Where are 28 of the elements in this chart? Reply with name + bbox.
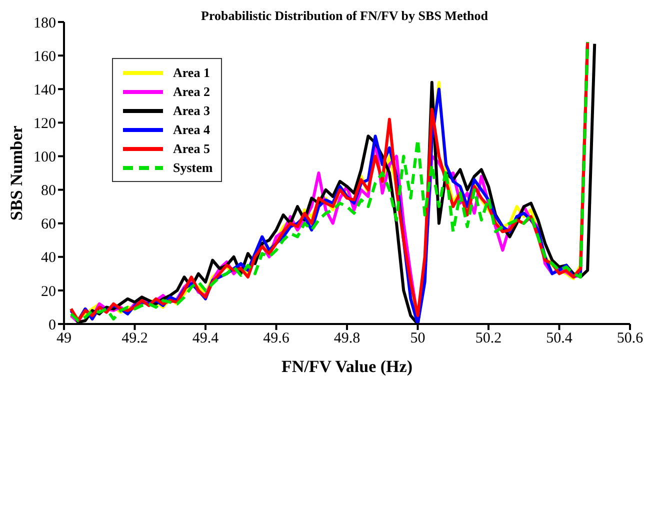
x-tick-label: 49.8: [334, 330, 360, 347]
x-tick-label: 49: [56, 330, 72, 347]
legend-label: Area 1: [173, 64, 210, 80]
legend-label: Area 2: [173, 84, 210, 100]
y-tick-label: 60: [41, 216, 56, 233]
legend-label: Area 5: [173, 140, 210, 156]
x-tick-label: 50.4: [546, 330, 573, 347]
y-axis-title: SBS Number: [7, 125, 26, 220]
y-tick-label: 0: [48, 317, 56, 334]
x-tick-label: 49.4: [192, 330, 220, 347]
x-tick-label: 50: [410, 330, 426, 347]
legend-label: Area 3: [173, 102, 210, 118]
y-tick-label: 120: [34, 116, 56, 132]
y-tick-label: 160: [34, 48, 56, 65]
x-tick-label: 49.2: [122, 330, 148, 347]
y-tick-label: 20: [41, 284, 56, 300]
x-axis-title: FN/FV Value (Hz): [282, 357, 412, 376]
x-tick-label: 50.6: [616, 330, 644, 347]
y-tick-label: 140: [34, 82, 56, 98]
chart-title: Probabilistic Distribution of FN/FV by SBS Method: [200, 8, 489, 24]
x-tick-label: 50.2: [475, 330, 502, 347]
y-tick-label: 40: [41, 250, 56, 266]
legend-label: Area 4: [173, 122, 210, 138]
y-tick-label: 80: [41, 183, 56, 200]
legend-label: System: [173, 160, 213, 176]
y-tick-label: 100: [34, 150, 56, 166]
x-tick-label: 49.6: [263, 330, 290, 347]
y-tick-label: 180: [34, 15, 56, 32]
